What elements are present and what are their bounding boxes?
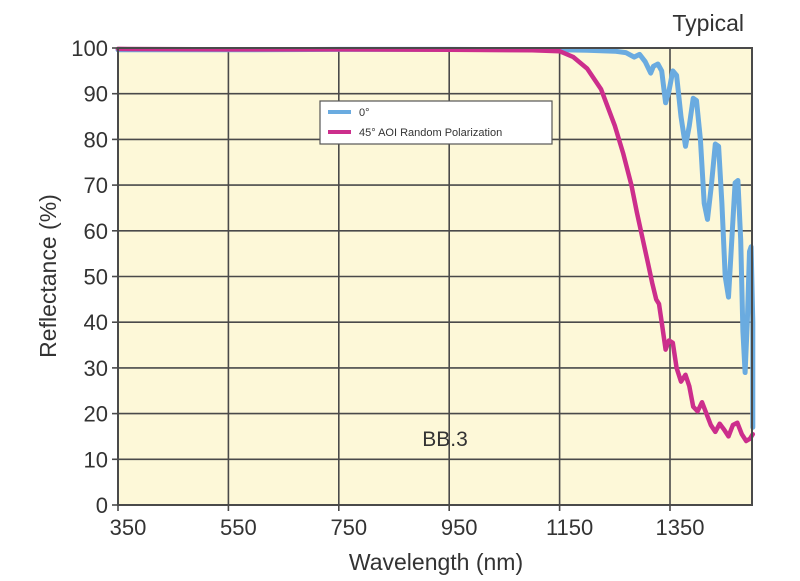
y-tick-label: 90 [84,82,108,107]
y-tick-label: 20 [84,402,108,427]
legend-label-45deg: 45° AOI Random Polarization [359,127,502,139]
y-tick-label: 100 [71,36,108,61]
bb3-annotation: BB.3 [422,428,468,451]
y-tick-label: 40 [84,310,108,335]
series-45deg-line [115,46,756,444]
y-axis-ticks: 0 10 20 30 40 50 60 70 80 90 100 [71,36,118,518]
grid-lines [118,48,752,505]
y-axis-title: Reflectance (%) [35,194,61,358]
x-axis-ticks: 350 550 750 950 1150 1350 [110,505,705,540]
legend-label-0deg: 0° [359,107,370,119]
legend: 0° 45° AOI Random Polarization [319,100,553,145]
y-tick-label: 0 [96,493,108,518]
y-tick-label: 10 [84,447,108,472]
y-tick-label: 70 [84,173,108,198]
data-series [115,46,756,444]
y-tick-label: 30 [84,356,108,381]
x-tick-label: 950 [441,515,478,540]
legend-box [319,100,553,145]
typical-label: Typical [672,10,744,36]
y-tick-label: 60 [84,219,108,244]
series-0deg-line [115,46,756,430]
x-tick-label: 1350 [656,515,705,540]
x-tick-label: 1150 [546,515,593,540]
y-tick-label: 80 [84,127,108,152]
x-tick-label: 550 [220,515,257,540]
x-tick-label: 350 [110,515,147,540]
x-tick-label: 750 [330,515,367,540]
y-tick-label: 50 [84,265,108,290]
x-axis-title: Wavelength (nm) [349,549,523,575]
